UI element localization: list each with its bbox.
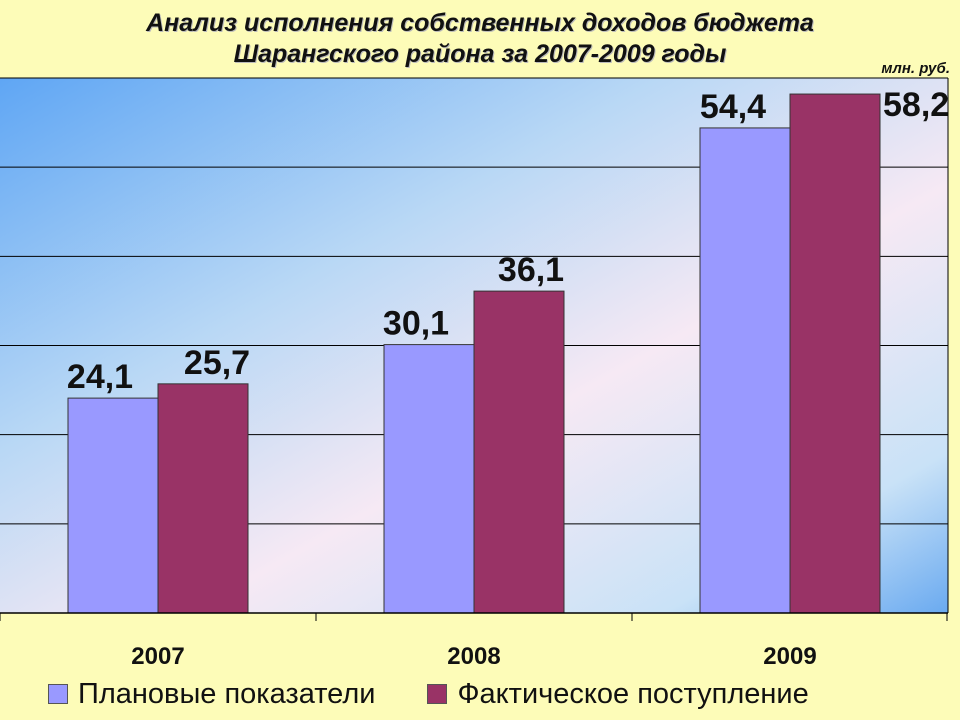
legend-item-plan: Плановые показатели — [48, 678, 375, 711]
x-tick-label: 2008 — [447, 643, 500, 670]
bar-plan-2009 — [699, 127, 791, 614]
x-tick-label: 2009 — [763, 643, 816, 670]
data-label: 36,1 — [498, 251, 564, 289]
bar-fact-2009 — [789, 93, 881, 614]
bar-fact-2008 — [473, 290, 565, 614]
x-tick-label: 2007 — [131, 643, 184, 670]
data-label: 30,1 — [383, 305, 449, 343]
unit-label: млн. руб. — [881, 60, 950, 77]
chart-title-line-2: Шарангского района за 2007-2009 годы — [233, 40, 727, 68]
legend-label-fact: Фактическое поступление — [457, 677, 809, 710]
chart-title: Анализ исполнения собственных доходов бю… — [0, 8, 960, 70]
bar-plan-2007 — [67, 397, 159, 614]
legend-item-fact: Фактическое поступление — [427, 677, 809, 711]
bar-fact-2007 — [157, 383, 249, 614]
data-label: 25,7 — [184, 344, 250, 382]
legend-swatch-fact — [427, 684, 448, 704]
data-label: 58,2 — [883, 86, 949, 124]
legend-label-plan: Плановые показатели — [78, 677, 376, 710]
data-label: 54,4 — [700, 88, 766, 126]
bar-plan-2008 — [383, 344, 475, 614]
chart-title-line-1: Анализ исполнения собственных доходов бю… — [146, 9, 814, 37]
legend: Плановые показатели Фактическое поступле… — [48, 674, 861, 714]
legend-swatch-plan — [48, 684, 68, 704]
data-label: 24,1 — [67, 358, 133, 396]
